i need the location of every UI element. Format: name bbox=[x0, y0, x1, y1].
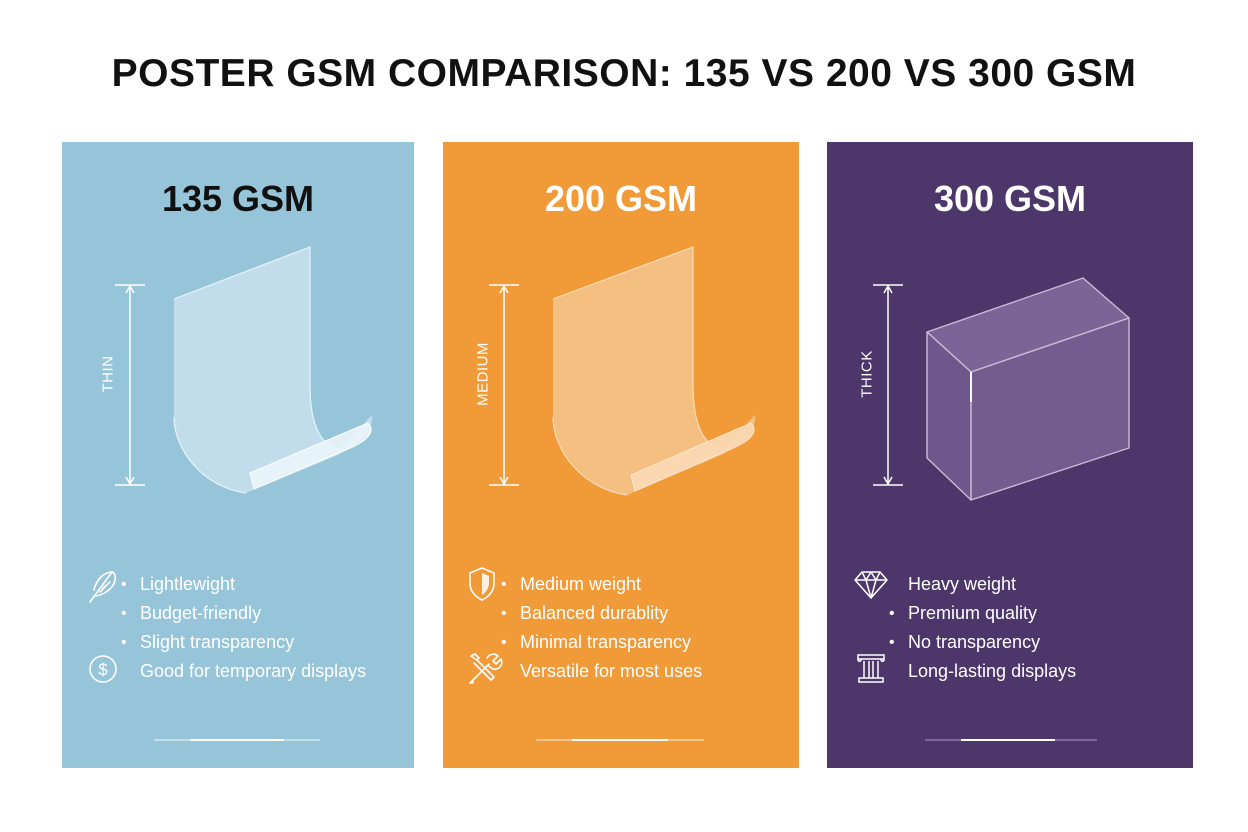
feature-item: • Lightlewight bbox=[121, 574, 236, 594]
feature-item: Versatile for most uses bbox=[520, 661, 703, 681]
thin-sheet-illustration bbox=[173, 246, 373, 494]
divider-line bbox=[154, 739, 320, 741]
feature-item: • Balanced durablity bbox=[501, 603, 669, 623]
card-heading: 135 GSM bbox=[161, 178, 315, 219]
feature-item: • Premium quality bbox=[889, 603, 1038, 623]
card-heading: 300 GSM bbox=[933, 178, 1087, 219]
page-title: POSTER GSM COMPARISON: 135 VS 200 VS 300… bbox=[111, 52, 1137, 95]
thickness-gauge-arrow bbox=[873, 284, 903, 486]
card-300-gsm: 300 GSM THICK bbox=[827, 142, 1193, 768]
dollar-coin-icon: $ bbox=[89, 655, 117, 683]
divider-line bbox=[536, 739, 704, 741]
shield-icon bbox=[469, 567, 495, 601]
thick-board-illustration bbox=[926, 277, 1130, 501]
thickness-gauge-arrow bbox=[115, 284, 145, 486]
svg-text:$: $ bbox=[98, 660, 108, 679]
feature-item: Good for temporary displays bbox=[140, 661, 367, 681]
tools-icon bbox=[469, 653, 503, 684]
feature-item: • Slight transparency bbox=[121, 632, 295, 652]
thickness-gauge-arrow bbox=[489, 284, 519, 486]
feature-item: • Medium weight bbox=[501, 574, 642, 594]
divider-line bbox=[925, 739, 1097, 741]
medium-sheet-illustration bbox=[552, 246, 756, 496]
feature-list: • Medium weight • Balanced durablity • Mini… bbox=[501, 570, 703, 686]
feature-item: Long-lasting displays bbox=[908, 661, 1077, 681]
card-200-gsm: 200 GSM MEDIUM • Medium weight • bbox=[443, 142, 799, 768]
feature-item: • Budget-friendly bbox=[121, 603, 262, 623]
feature-item: Heavy weight bbox=[908, 574, 1017, 594]
diamond-icon bbox=[854, 571, 888, 599]
feather-icon bbox=[89, 571, 117, 603]
pillar-icon bbox=[857, 654, 885, 683]
feature-list: • Lightlewight • Budget-friendly • Slight t… bbox=[121, 570, 367, 686]
feature-item: • Minimal transparency bbox=[501, 632, 692, 652]
feature-list: Heavy weight • Premium quality • No transp… bbox=[889, 570, 1077, 686]
feature-item: • No transparency bbox=[889, 632, 1041, 652]
card-135-gsm: 135 GSM THIN $ • Lightlewight • Budget-fr bbox=[62, 142, 414, 768]
card-heading: 200 GSM bbox=[544, 178, 698, 219]
